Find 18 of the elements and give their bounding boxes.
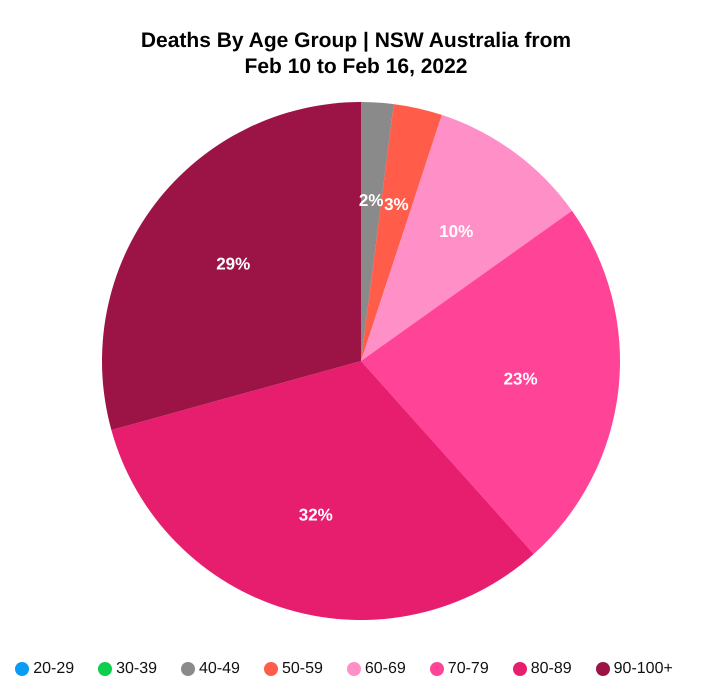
pie-slice — [361, 114, 572, 361]
legend-label: 70-79 — [448, 660, 489, 677]
legend-label: 90-100+ — [614, 660, 673, 677]
chart-title: Deaths By Age Group | NSW Australia from Feb 10 to Feb 16, 2022 — [140, 28, 572, 80]
data-label: 29% — [216, 254, 250, 274]
legend-label: 20-29 — [33, 660, 74, 677]
data-label: 23% — [504, 369, 538, 388]
legend-label: 40-49 — [199, 660, 240, 677]
data-label: 3% — [384, 194, 409, 214]
data-label: 32% — [298, 506, 333, 525]
legend-label: 60-69 — [364, 660, 406, 677]
legend-label: 30-39 — [116, 660, 158, 677]
pie-slice — [102, 102, 361, 430]
pie-slice — [361, 210, 620, 554]
legend-label: 80-89 — [530, 660, 572, 677]
pie-slice — [361, 104, 442, 361]
data-label: 10% — [439, 222, 474, 242]
legend-label: 50-59 — [282, 660, 323, 677]
